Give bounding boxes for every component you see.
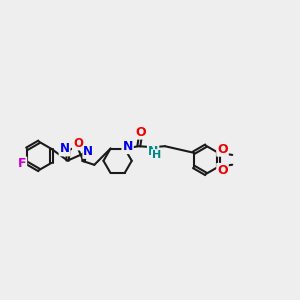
Text: O: O	[135, 126, 146, 139]
Text: O: O	[217, 143, 228, 156]
Text: O: O	[217, 164, 228, 177]
Text: O: O	[73, 136, 83, 149]
Text: F: F	[18, 158, 26, 170]
Text: N: N	[148, 145, 158, 158]
Text: N: N	[59, 142, 70, 155]
Text: N: N	[83, 145, 93, 158]
Text: N: N	[122, 140, 133, 153]
Text: H: H	[152, 150, 161, 160]
